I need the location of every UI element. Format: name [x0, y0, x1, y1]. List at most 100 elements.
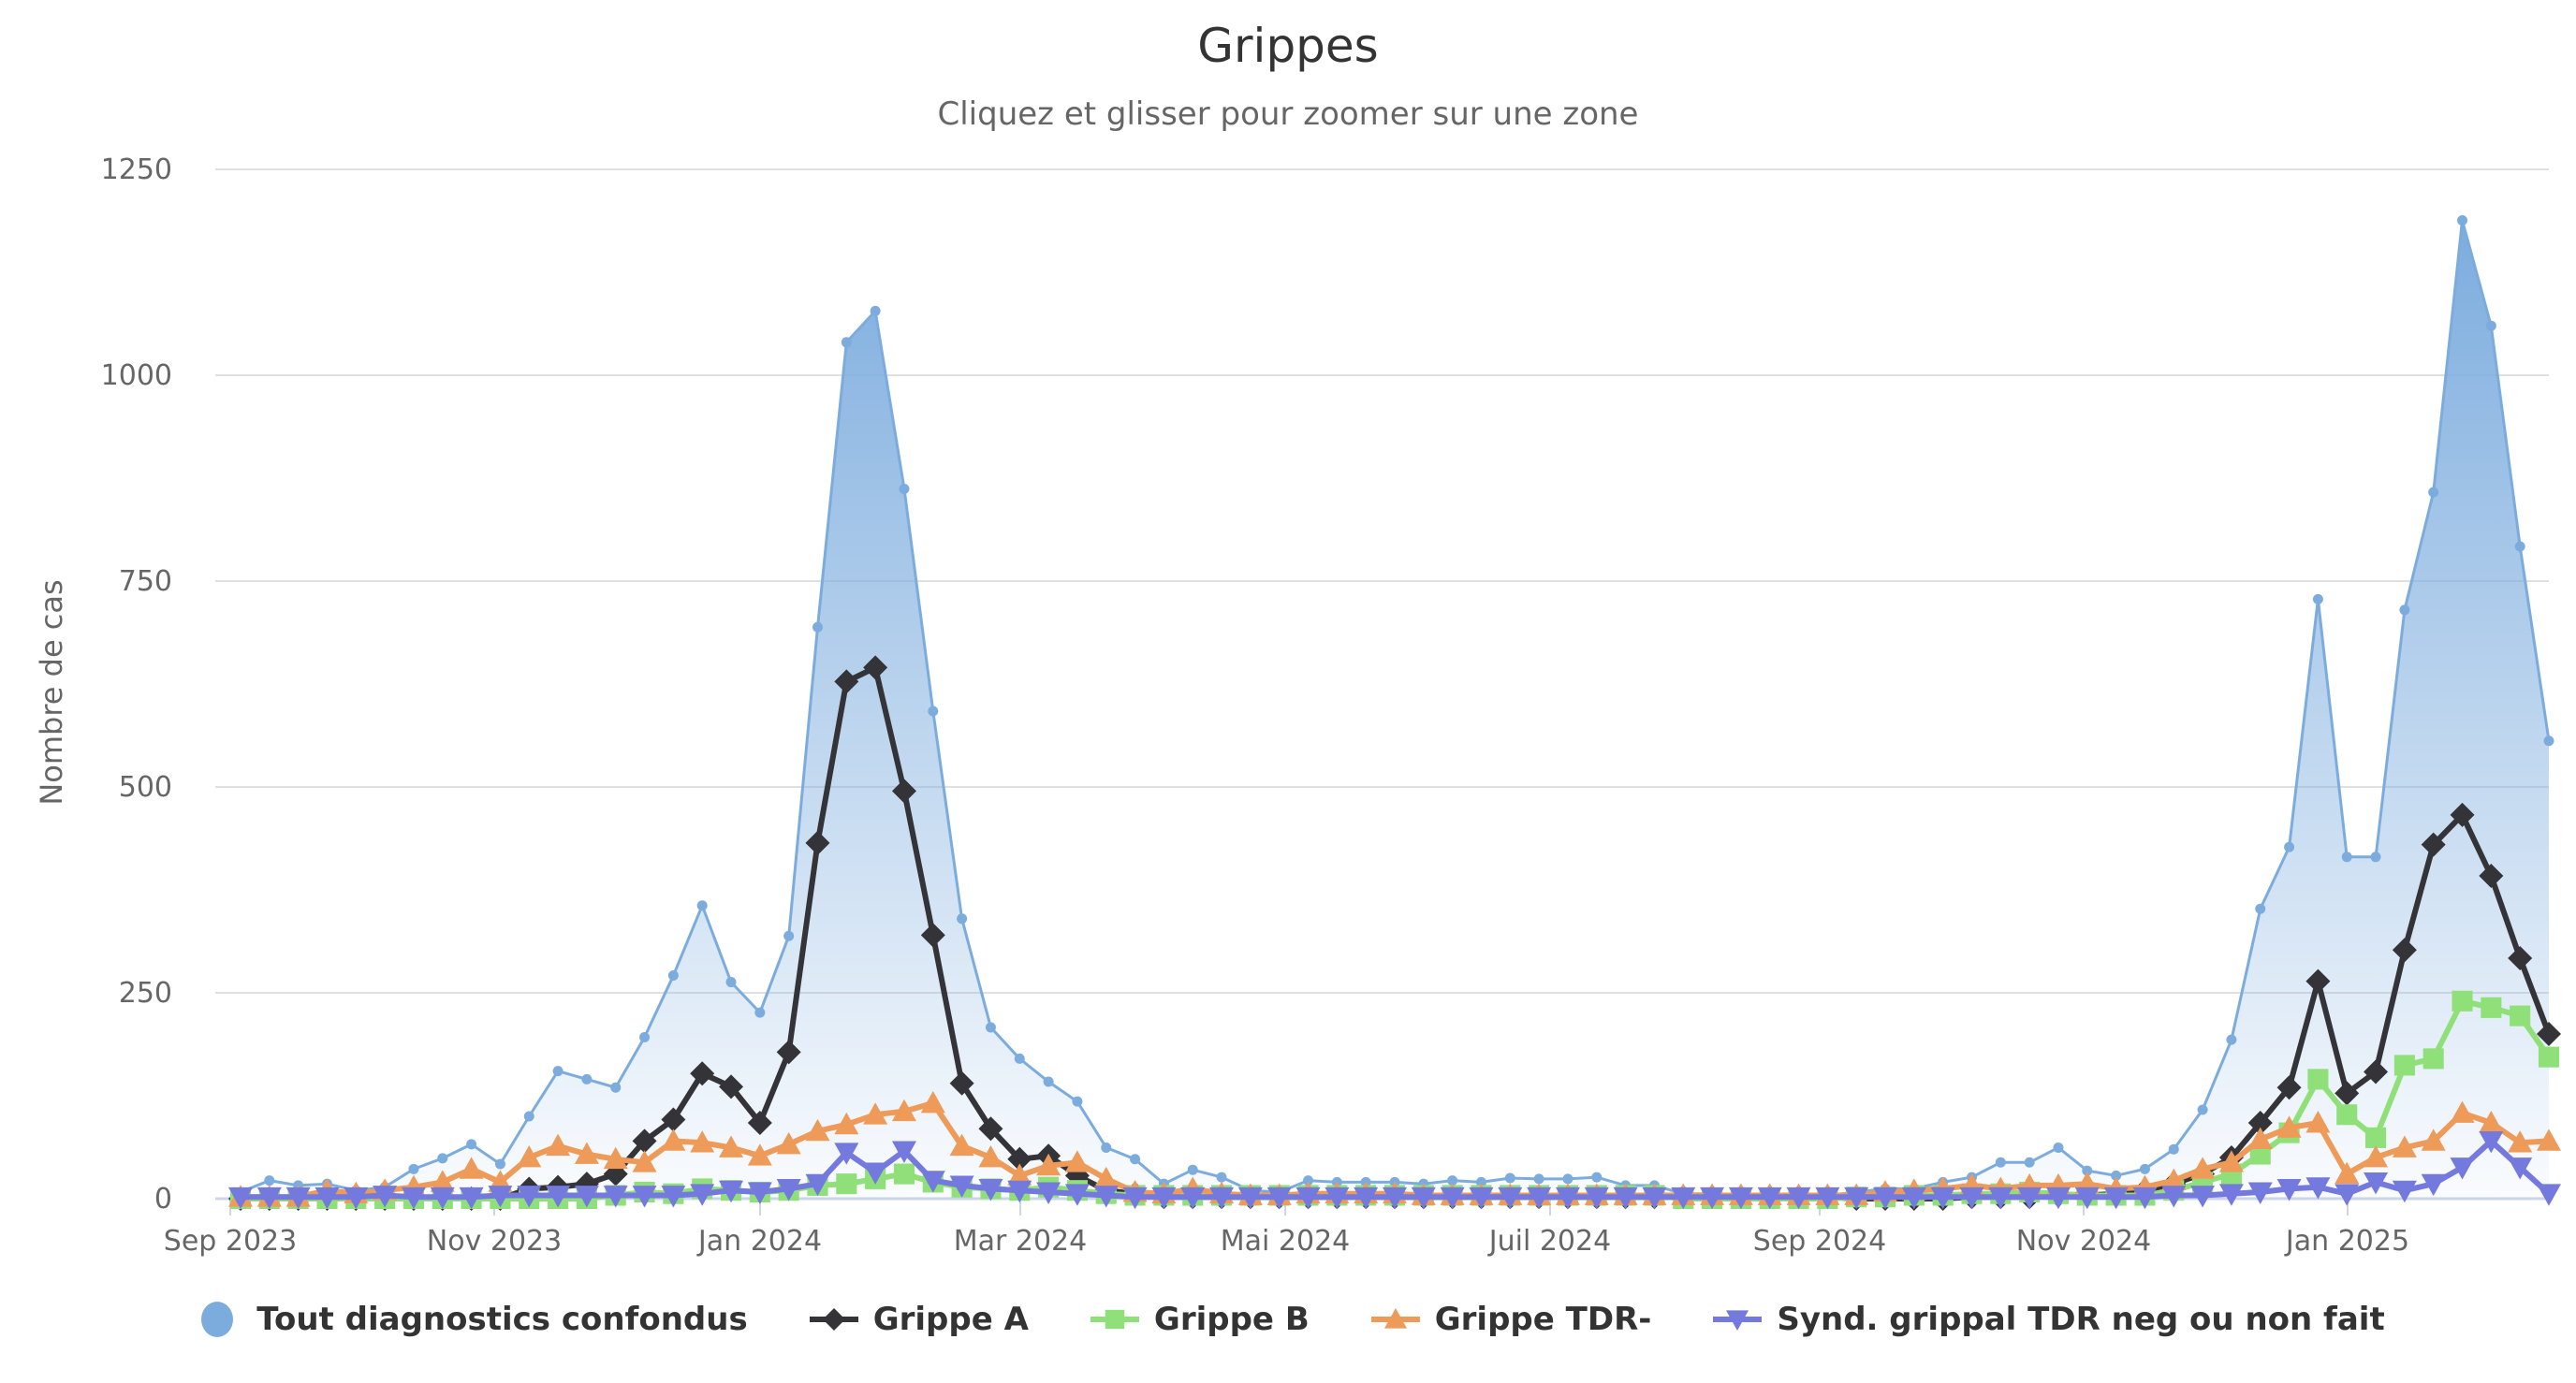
data-point-square-icon[interactable] — [836, 1173, 857, 1195]
data-point-circle-icon[interactable] — [1995, 1157, 2006, 1168]
data-point-triangle-down-icon[interactable] — [546, 1186, 571, 1208]
data-point-circle-icon[interactable] — [1475, 1176, 1486, 1187]
data-point-triangle-icon[interactable] — [603, 1146, 628, 1170]
data-point-triangle-down-icon[interactable] — [1007, 1180, 1032, 1203]
data-point-circle-icon[interactable] — [783, 930, 795, 941]
data-point-triangle-icon[interactable] — [2450, 1100, 2475, 1123]
data-point-circle-icon[interactable] — [264, 1175, 275, 1186]
data-point-circle-icon[interactable] — [2024, 1157, 2035, 1168]
legend-item-grippe-b[interactable]: Grippe B — [1089, 1301, 1310, 1338]
data-point-triangle-down-icon[interactable] — [1584, 1186, 1609, 1210]
data-point-circle-icon[interactable] — [1447, 1175, 1458, 1186]
data-point-triangle-icon[interactable] — [2161, 1168, 2187, 1191]
data-point-triangle-down-icon[interactable] — [1873, 1186, 1898, 1210]
data-point-triangle-icon[interactable] — [949, 1133, 974, 1157]
data-point-triangle-icon[interactable] — [1093, 1166, 1119, 1189]
data-point-diamond-icon[interactable] — [805, 830, 830, 855]
data-point-triangle-down-icon[interactable] — [2421, 1173, 2446, 1197]
data-point-diamond-icon[interactable] — [690, 1061, 715, 1086]
data-point-diamond-icon[interactable] — [2537, 1022, 2561, 1046]
data-point-circle-icon[interactable] — [725, 977, 737, 988]
data-point-diamond-icon[interactable] — [2247, 1111, 2273, 1136]
data-point-triangle-down-icon[interactable] — [2364, 1172, 2389, 1195]
data-point-triangle-down-icon[interactable] — [632, 1186, 657, 1208]
data-point-triangle-icon[interactable] — [2392, 1135, 2417, 1157]
data-point-circle-icon[interactable] — [2284, 841, 2295, 852]
data-point-triangle-down-icon[interactable] — [1036, 1182, 1061, 1204]
data-point-circle-icon[interactable] — [841, 337, 852, 348]
data-point-circle-icon[interactable] — [2485, 320, 2496, 331]
data-point-triangle-down-icon[interactable] — [1295, 1186, 1321, 1210]
data-point-circle-icon[interactable] — [812, 621, 823, 633]
data-point-triangle-down-icon[interactable] — [344, 1186, 369, 1210]
data-point-triangle-down-icon[interactable] — [1527, 1186, 1552, 1210]
data-point-triangle-icon[interactable] — [863, 1102, 888, 1125]
data-point-circle-icon[interactable] — [754, 1007, 766, 1018]
data-point-circle-icon[interactable] — [2053, 1142, 2064, 1153]
data-point-triangle-icon[interactable] — [1064, 1150, 1090, 1172]
data-point-triangle-down-icon[interactable] — [719, 1180, 744, 1203]
data-point-diamond-icon[interactable] — [2334, 1081, 2360, 1106]
data-point-triangle-down-icon[interactable] — [1354, 1186, 1379, 1210]
data-point-triangle-icon[interactable] — [1007, 1163, 1032, 1186]
data-point-square-icon[interactable] — [2307, 1069, 2329, 1090]
data-point-square-icon[interactable] — [2422, 1048, 2444, 1070]
data-point-diamond-icon[interactable] — [661, 1107, 686, 1132]
data-point-triangle-icon[interactable] — [430, 1170, 455, 1192]
data-point-triangle-down-icon[interactable] — [1209, 1186, 1235, 1210]
data-point-triangle-down-icon[interactable] — [315, 1186, 340, 1210]
data-point-triangle-down-icon[interactable] — [805, 1173, 830, 1197]
data-point-square-icon[interactable] — [893, 1163, 915, 1185]
data-point-triangle-down-icon[interactable] — [1383, 1186, 1407, 1210]
data-point-circle-icon[interactable] — [552, 1066, 564, 1077]
data-point-triangle-down-icon[interactable] — [517, 1186, 542, 1208]
data-point-circle-icon[interactable] — [696, 900, 708, 911]
data-point-triangle-down-icon[interactable] — [1988, 1186, 2013, 1210]
data-point-triangle-down-icon[interactable] — [1237, 1186, 1263, 1210]
data-point-diamond-icon[interactable] — [2421, 832, 2446, 857]
data-point-circle-icon[interactable] — [639, 1032, 651, 1043]
data-point-circle-icon[interactable] — [2543, 735, 2554, 747]
data-point-triangle-down-icon[interactable] — [1122, 1186, 1148, 1210]
data-point-triangle-icon[interactable] — [978, 1145, 1003, 1168]
data-point-triangle-icon[interactable] — [690, 1130, 715, 1153]
data-point-triangle-down-icon[interactable] — [228, 1186, 253, 1210]
data-point-square-icon[interactable] — [2365, 1127, 2387, 1148]
data-point-diamond-icon[interactable] — [719, 1074, 744, 1099]
data-point-circle-icon[interactable] — [2428, 487, 2439, 498]
data-point-circle-icon[interactable] — [466, 1139, 477, 1150]
data-point-triangle-down-icon[interactable] — [401, 1186, 426, 1210]
data-point-triangle-icon[interactable] — [2305, 1111, 2331, 1133]
data-point-diamond-icon[interactable] — [863, 655, 888, 680]
data-point-circle-icon[interactable] — [985, 1022, 996, 1033]
data-point-diamond-icon[interactable] — [1007, 1146, 1032, 1172]
data-point-triangle-down-icon[interactable] — [1180, 1186, 1206, 1210]
legend-item-tout-diagnostics-confondus[interactable]: Tout diagnostics confondus — [191, 1301, 748, 1338]
data-point-triangle-down-icon[interactable] — [2334, 1184, 2360, 1206]
data-point-diamond-icon[interactable] — [776, 1040, 801, 1065]
data-point-triangle-down-icon[interactable] — [1498, 1186, 1523, 1210]
data-point-triangle-down-icon[interactable] — [574, 1186, 599, 1208]
data-point-triangle-down-icon[interactable] — [2017, 1186, 2042, 1210]
data-point-diamond-icon[interactable] — [891, 779, 916, 804]
data-point-circle-icon[interactable] — [1562, 1173, 1573, 1185]
data-point-circle-icon[interactable] — [2370, 852, 2381, 863]
data-point-triangle-icon[interactable] — [2479, 1111, 2504, 1133]
legend-item-grippe-tdr-[interactable]: Grippe TDR- — [1369, 1301, 1651, 1338]
data-point-diamond-icon[interactable] — [949, 1070, 974, 1096]
data-point-triangle-down-icon[interactable] — [1440, 1186, 1465, 1210]
data-point-triangle-icon[interactable] — [920, 1090, 945, 1114]
data-point-triangle-down-icon[interactable] — [1930, 1186, 1955, 1210]
data-point-triangle-icon[interactable] — [891, 1099, 916, 1122]
data-point-triangle-down-icon[interactable] — [1757, 1186, 1782, 1210]
data-point-circle-icon[interactable] — [1014, 1053, 1025, 1064]
data-point-circle-icon[interactable] — [1533, 1173, 1544, 1185]
data-point-triangle-down-icon[interactable] — [920, 1171, 945, 1193]
data-point-triangle-icon[interactable] — [574, 1142, 599, 1164]
data-point-triangle-icon[interactable] — [459, 1157, 484, 1179]
data-point-triangle-down-icon[interactable] — [488, 1186, 513, 1208]
data-point-triangle-icon[interactable] — [546, 1133, 571, 1157]
data-point-triangle-down-icon[interactable] — [2450, 1157, 2475, 1180]
data-point-circle-icon[interactable] — [2168, 1143, 2179, 1155]
